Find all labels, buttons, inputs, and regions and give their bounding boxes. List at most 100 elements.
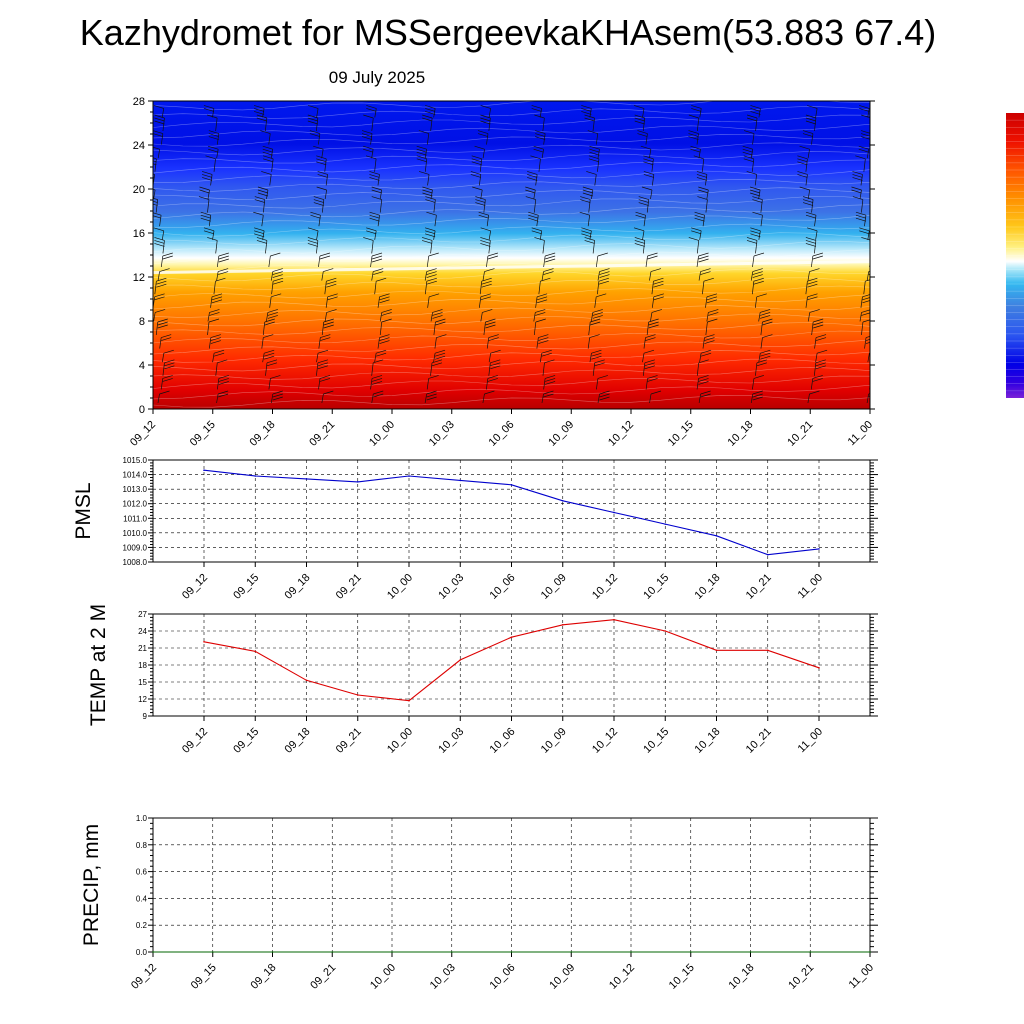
- wind-barb: [203, 227, 215, 240]
- data-point: [450, 951, 453, 953]
- wind-barb-feather: [323, 324, 334, 329]
- wind-barb: [705, 293, 718, 308]
- wind-barb-staff: [860, 296, 863, 308]
- wind-barb-feather: [707, 318, 718, 323]
- wind-barb-feather: [858, 145, 869, 150]
- wind-barb: [859, 105, 870, 118]
- wind-barb-feather: [426, 211, 437, 216]
- wind-barb-staff: [426, 133, 430, 145]
- wind-barb: [370, 375, 383, 390]
- wind-barb: [470, 171, 482, 186]
- wind-barb-staff: [758, 189, 761, 200]
- wind-barb-feather: [706, 293, 718, 298]
- wind-barb-feather: [599, 274, 610, 278]
- wind-barb-feather: [760, 352, 771, 357]
- wind-barb-staff: [430, 117, 433, 132]
- wind-barb-feather: [805, 114, 817, 119]
- wind-barb-staff: [207, 312, 210, 322]
- wind-barb-feather: [488, 334, 499, 338]
- wind-barb-feather: [535, 318, 546, 323]
- wind-barb-feather: [750, 230, 761, 235]
- wind-barb-feather: [871, 360, 881, 363]
- wind-barb-feather: [545, 375, 556, 379]
- wind-barb: [471, 155, 483, 172]
- wind-barb: [480, 105, 491, 118]
- wind-barb-feather: [426, 280, 437, 285]
- wind-barb-feather: [648, 321, 659, 326]
- wind-barb: [371, 186, 383, 200]
- wind-barb-feather: [156, 277, 167, 282]
- wind-barb-feather: [645, 337, 656, 341]
- wind-barb-staff: [594, 174, 597, 186]
- wind-barb-feather: [760, 309, 771, 313]
- precipitation-panel: 0.0 0.2 0.4 0.6 0.8 1.0 09_12 09_15 09_18 09_21 10…: [80, 814, 878, 992]
- wind-barb-staff: [805, 281, 808, 295]
- wind-barb: [485, 375, 498, 390]
- wind-barb: [430, 359, 443, 376]
- wind-barb-feather: [162, 255, 173, 260]
- wind-barb-feather: [807, 293, 818, 298]
- wind-barb-feather: [326, 283, 337, 288]
- wind-barb-staff: [643, 337, 646, 349]
- wind-barb-staff: [316, 240, 319, 254]
- wind-barb: [155, 318, 168, 336]
- wind-barb-feather: [201, 177, 213, 181]
- wind-barb: [317, 171, 328, 186]
- wind-barb-feather: [425, 196, 436, 200]
- x-tick-label: 10_06: [488, 726, 518, 756]
- wind-barb-staff: [155, 321, 159, 336]
- wind-barb-feather: [580, 199, 591, 203]
- wind-barb-feather: [862, 319, 870, 323]
- wind-barb-staff: [645, 255, 648, 268]
- y-tick-label: 0.8: [136, 841, 148, 850]
- wind-barb-feather: [218, 268, 229, 272]
- x-tick-label: 10_03: [428, 962, 458, 992]
- wind-barb-feather: [153, 227, 164, 232]
- wind-barb: [580, 196, 591, 213]
- wind-barb-staff: [371, 117, 374, 132]
- wind-barb-feather: [871, 375, 881, 378]
- wind-barb-feather: [307, 227, 319, 232]
- wind-barb: [424, 390, 437, 404]
- wind-barb-feather: [805, 214, 817, 219]
- wind-barb-staff: [651, 174, 655, 186]
- wind-barb-staff: [265, 240, 268, 254]
- wind-barb: [486, 334, 499, 349]
- wind-barb: [270, 390, 283, 404]
- wind-barb-feather: [203, 230, 215, 235]
- wind-barb: [205, 155, 216, 172]
- wind-barb-feather: [257, 192, 269, 197]
- wind-barb-feather: [207, 114, 218, 119]
- y-tick-label: 1011.0: [123, 514, 147, 523]
- wind-barb: [699, 349, 712, 363]
- wind-barb-feather: [688, 133, 699, 137]
- wind-barb-feather: [812, 252, 823, 257]
- wind-barb: [477, 130, 489, 145]
- wind-barb-feather: [416, 145, 427, 150]
- wind-barb: [262, 145, 274, 159]
- wind-barb-feather: [261, 171, 272, 175]
- wind-barb-feather: [541, 352, 552, 357]
- wind-barb-feather: [416, 158, 427, 163]
- wind-barb-feather: [647, 255, 658, 260]
- wind-barb-feather: [161, 337, 172, 341]
- wind-barb-staff: [424, 271, 427, 281]
- wind-barb-feather: [203, 105, 215, 109]
- wind-barb-staff: [268, 378, 271, 390]
- wind-barb-feather: [326, 280, 337, 285]
- wind-barb-staff: [597, 149, 600, 159]
- isotherm-line: [153, 384, 870, 400]
- wind-barb-feather: [363, 148, 374, 153]
- wind-barb-feather: [590, 321, 601, 326]
- wind-barb-feather: [815, 359, 826, 364]
- wind-barb-feather: [813, 318, 824, 323]
- wind-barb-staff: [541, 271, 544, 281]
- isotherm-line: [153, 134, 870, 147]
- wind-barb-feather: [425, 230, 436, 235]
- wind-barb-feather: [582, 189, 593, 194]
- wind-barb-staff: [488, 230, 491, 240]
- wind-barb-feather: [535, 133, 546, 137]
- wind-barb-feather: [862, 297, 870, 301]
- wind-barb: [760, 334, 773, 349]
